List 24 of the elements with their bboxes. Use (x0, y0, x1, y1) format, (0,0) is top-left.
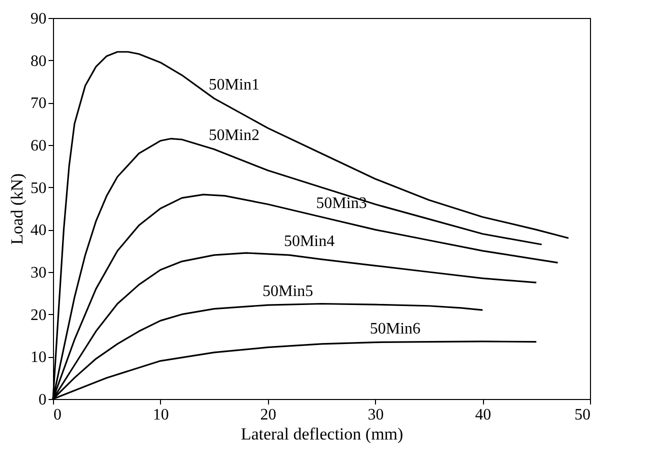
x-tick-label: 30 (368, 406, 384, 424)
series-label: 50Min4 (284, 233, 335, 250)
y-tick-label: 60 (30, 138, 46, 154)
x-axis-title: Lateral deflection (mm) (240, 424, 404, 444)
x-tick-label: 0 (54, 406, 62, 424)
series-label: 50Min5 (262, 283, 314, 300)
series-label: 50Min1 (208, 76, 260, 94)
series-label: 50Min2 (208, 127, 260, 144)
series-label: 50Min6 (370, 320, 421, 338)
x-tick-label: 50 (574, 406, 590, 424)
series-label: 50Min3 (316, 194, 367, 212)
x-tick-label: 10 (152, 406, 169, 424)
y-tick-label: 70 (30, 95, 46, 112)
y-tick-label: 80 (30, 52, 46, 70)
y-tick-label: 0 (38, 392, 46, 408)
y-tick-label: 50 (30, 180, 46, 197)
y-tick-label: 30 (30, 264, 46, 282)
y-axis-title: Load (kN) (8, 173, 26, 245)
x-tick-label: 20 (260, 406, 276, 424)
y-tick-label: 90 (30, 10, 46, 28)
y-tick-label: 20 (30, 306, 46, 324)
y-tick-label: 40 (30, 222, 46, 240)
x-tick-label: 40 (475, 406, 492, 424)
y-tick-label: 10 (30, 349, 46, 366)
